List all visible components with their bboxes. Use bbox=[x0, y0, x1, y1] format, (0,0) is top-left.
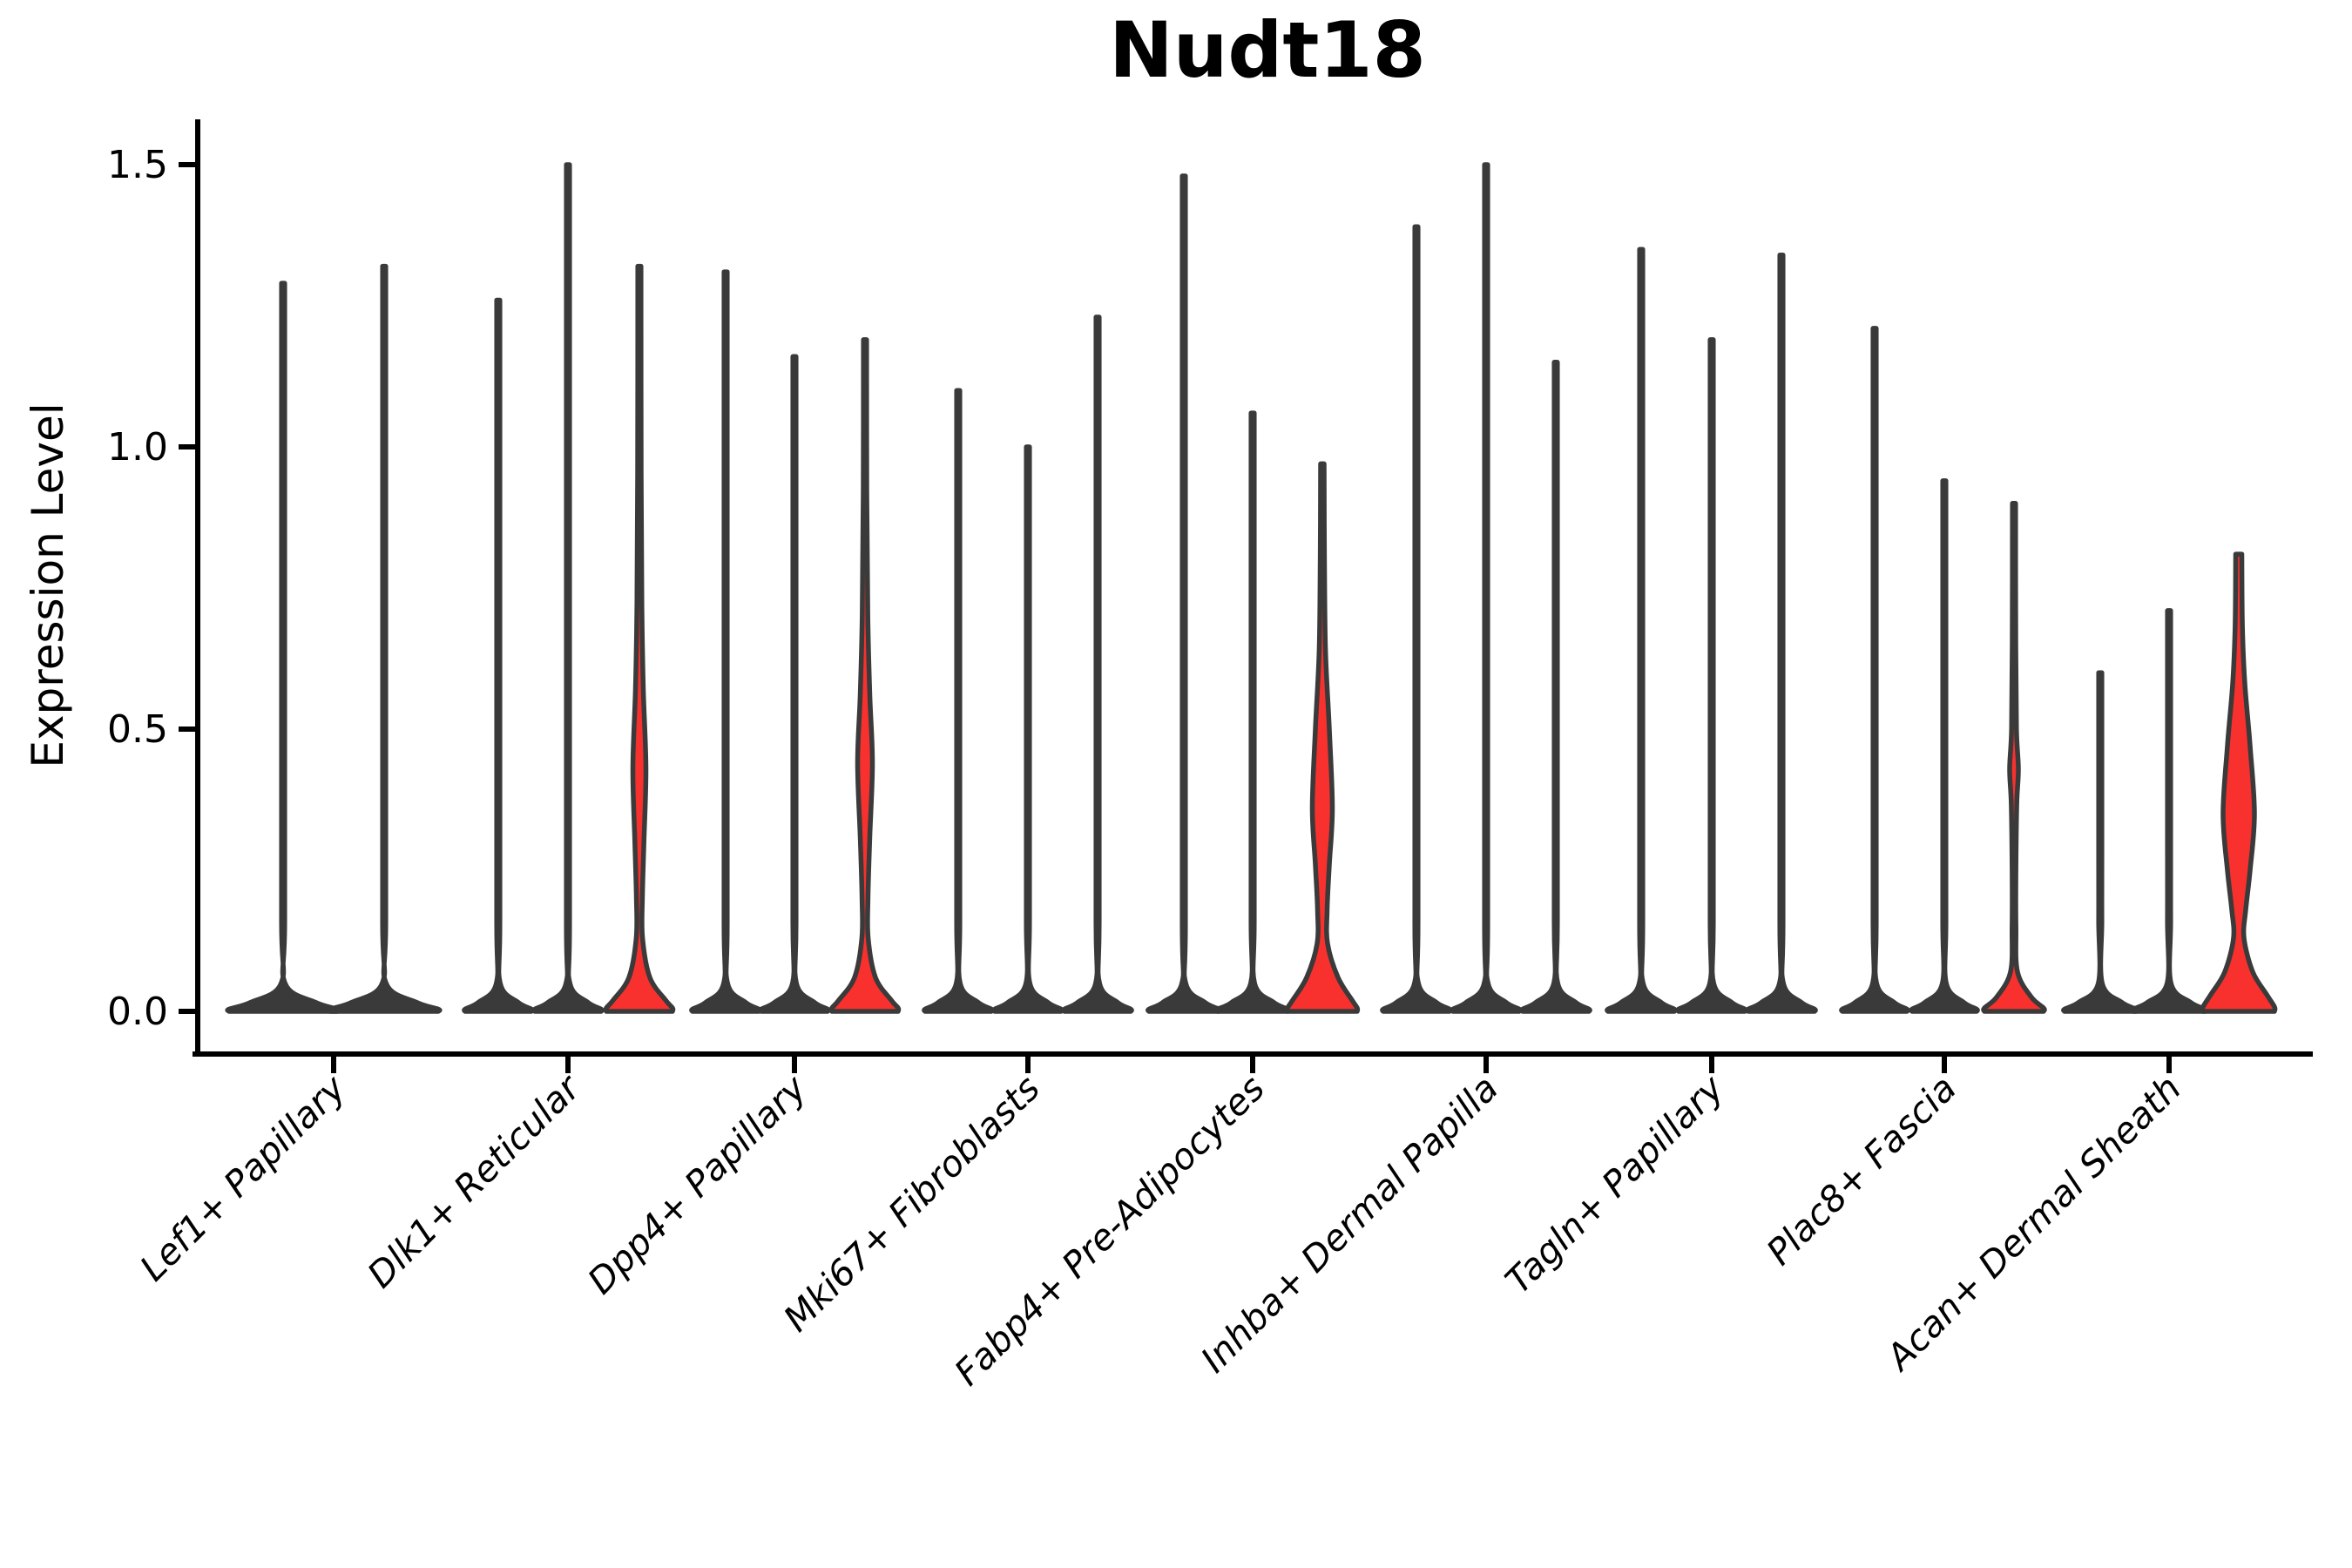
violin-9-1 bbox=[2061, 670, 2139, 1014]
violin-4-2 bbox=[991, 444, 1064, 1014]
violin-5-2 bbox=[1214, 410, 1291, 1014]
violin-9-2 bbox=[2130, 608, 2208, 1014]
y-tick-label: 0.0 bbox=[107, 990, 168, 1034]
violin-4-1 bbox=[922, 388, 995, 1014]
x-tick-label: Dlk1+ Reticular bbox=[360, 1066, 590, 1296]
violin-8-2 bbox=[1909, 478, 1980, 1014]
violin-7-2 bbox=[1675, 337, 1748, 1014]
x-tick-label: Tagln+ Papillary bbox=[1497, 1067, 1733, 1302]
violin-3-3-expressed bbox=[828, 337, 902, 1014]
violin-6-3 bbox=[1519, 360, 1592, 1014]
y-tick-label: 1.0 bbox=[107, 425, 168, 470]
violin-7-1 bbox=[1605, 247, 1678, 1014]
violin-8-1 bbox=[1839, 326, 1910, 1014]
x-tick-label: Dpp4+ Papillary bbox=[579, 1067, 814, 1302]
violin-2-3-expressed bbox=[603, 263, 676, 1014]
violin-2-2 bbox=[531, 162, 605, 1014]
violin-9-3-expressed bbox=[2200, 551, 2278, 1014]
y-axis-label: Expression Level bbox=[23, 402, 73, 767]
violin-bodies bbox=[225, 162, 2278, 1014]
violin-7-3 bbox=[1745, 252, 1818, 1014]
violin-3-1 bbox=[689, 269, 762, 1014]
violin-4-3 bbox=[1061, 314, 1134, 1014]
plot-title: Nudt18 bbox=[1109, 5, 1426, 95]
y-tick-label: 1.5 bbox=[107, 143, 168, 187]
violin-6-2 bbox=[1450, 162, 1523, 1014]
axis-ticks bbox=[179, 162, 2172, 1073]
violin-1-2 bbox=[326, 263, 443, 1014]
violin-5-1 bbox=[1146, 173, 1222, 1014]
violin-2-1 bbox=[462, 297, 535, 1014]
y-tick-label: 0.5 bbox=[107, 707, 168, 752]
violin-1-1 bbox=[225, 280, 341, 1014]
x-tick-label: Lef1+ Papillary bbox=[132, 1067, 354, 1289]
violin-6-1 bbox=[1380, 224, 1453, 1014]
violin-3-2 bbox=[758, 354, 831, 1014]
x-tick-label: Mki67+ Fibroblasts bbox=[775, 1067, 1048, 1340]
x-tick-label: Plac8+ Fascia bbox=[1759, 1067, 1964, 1273]
violin-5-3-expressed bbox=[1284, 461, 1361, 1014]
violin-8-3-expressed bbox=[1981, 501, 2047, 1014]
